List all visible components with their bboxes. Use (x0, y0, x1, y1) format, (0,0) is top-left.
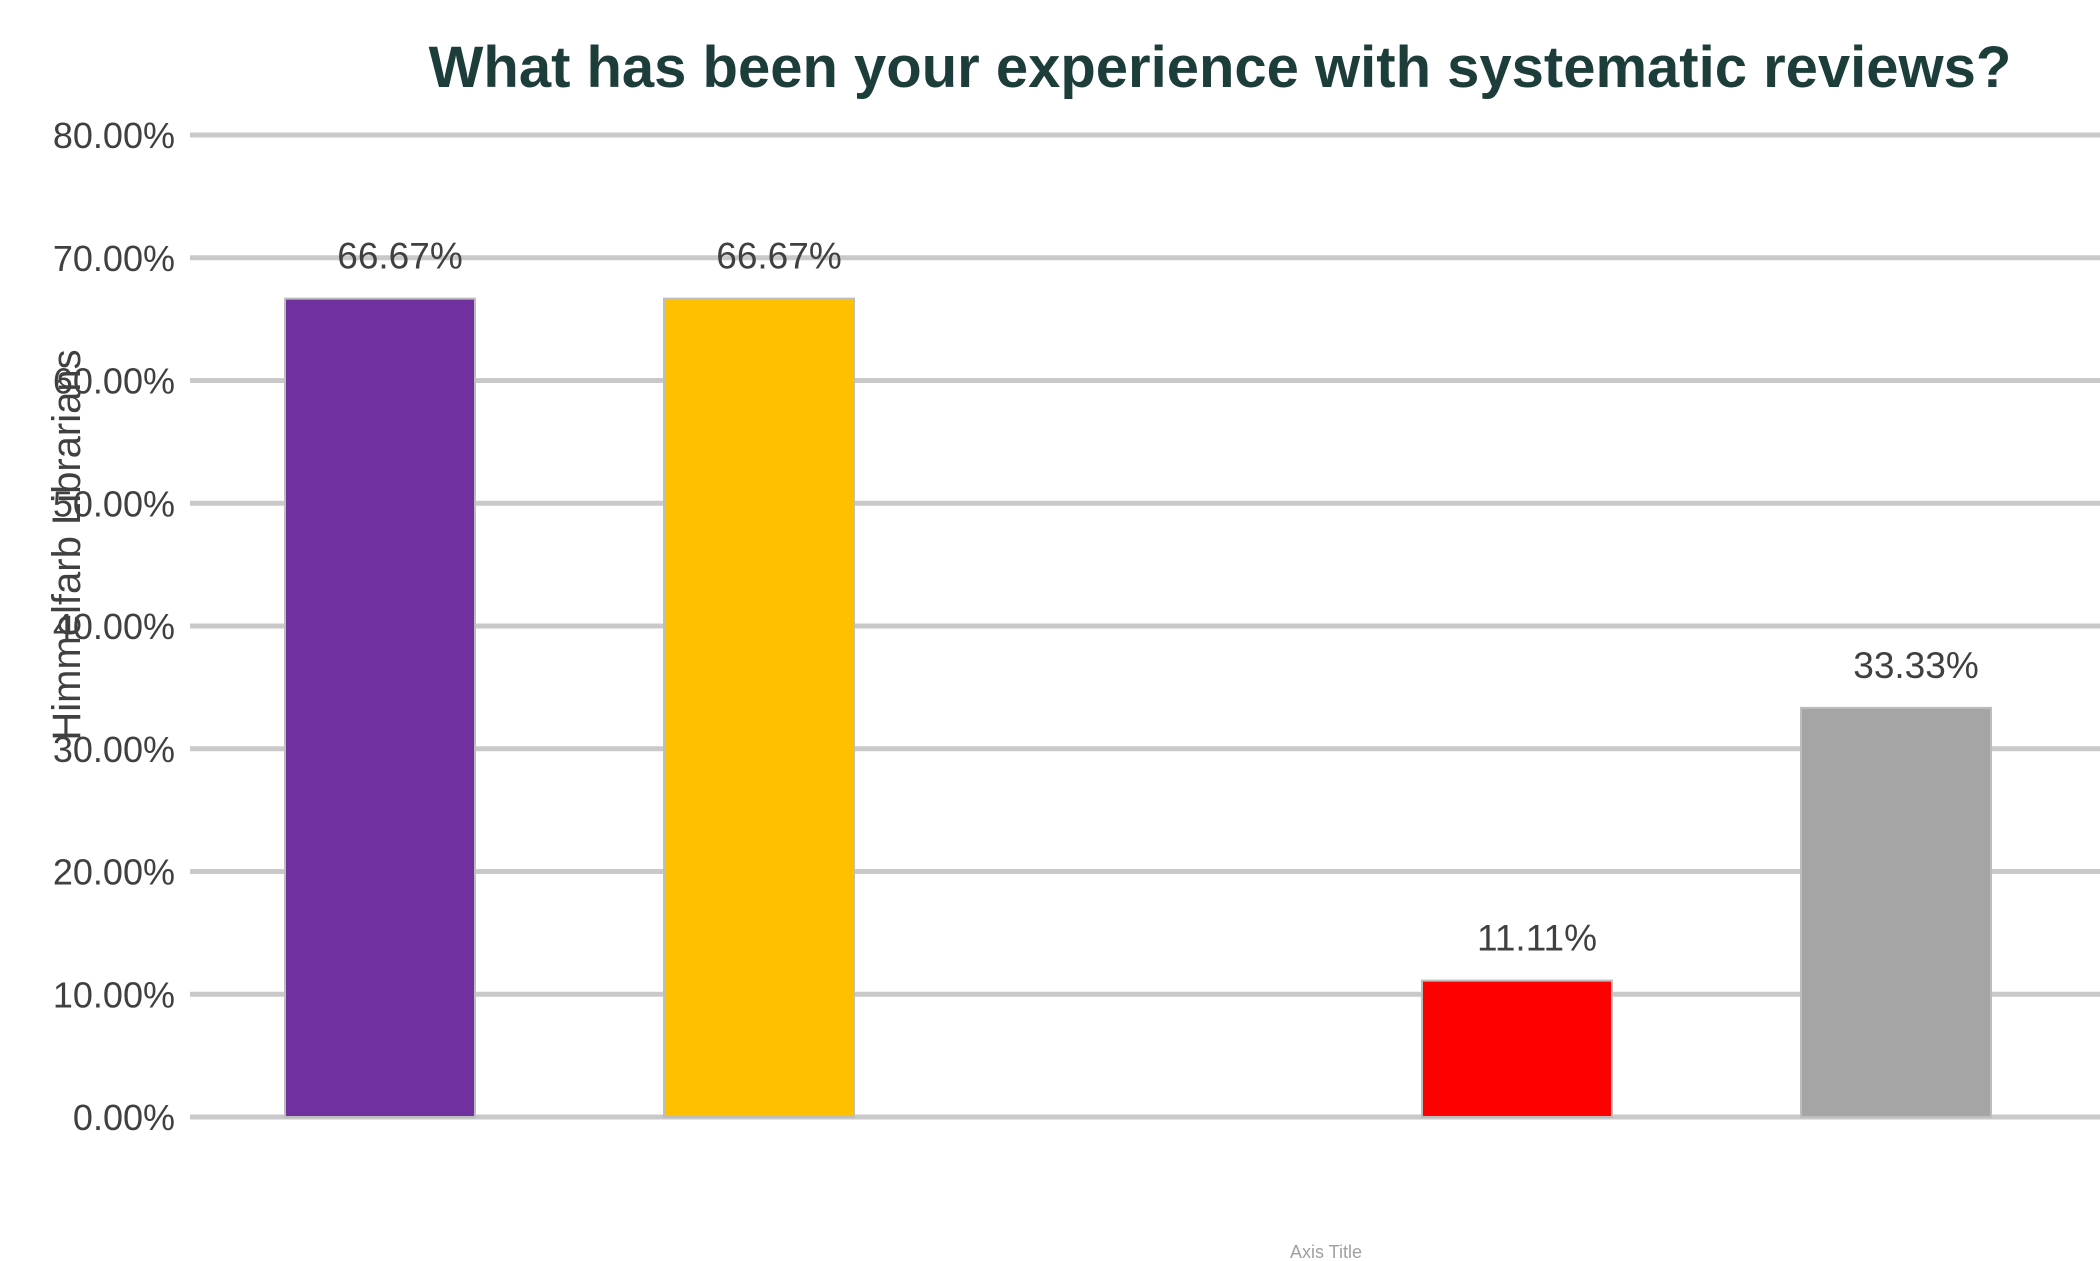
bar-1 (285, 299, 475, 1117)
y-tick-label: 0.00% (73, 1097, 175, 1138)
chart-title: What has been your experience with syste… (429, 35, 2012, 100)
data-labels: 66.67% 66.67% 11.11% 33.33% (337, 236, 1979, 959)
y-tick-label: 20.00% (53, 852, 175, 893)
y-tick-label: 70.00% (53, 238, 175, 279)
y-tick-label: 80.00% (53, 115, 175, 156)
bar-2 (664, 299, 854, 1117)
data-label-2: 66.67% (716, 236, 842, 277)
y-tick-label: 10.00% (53, 974, 175, 1015)
x-axis-title: Axis Title (1290, 1242, 1362, 1261)
data-label-5: 33.33% (1853, 645, 1979, 686)
y-axis-title: Himmelfarb Librarians (45, 349, 89, 740)
bar-5 (1801, 708, 1991, 1117)
bar-4 (1422, 981, 1612, 1117)
data-label-4: 11.11% (1477, 918, 1597, 959)
data-label-1: 66.67% (337, 236, 463, 277)
